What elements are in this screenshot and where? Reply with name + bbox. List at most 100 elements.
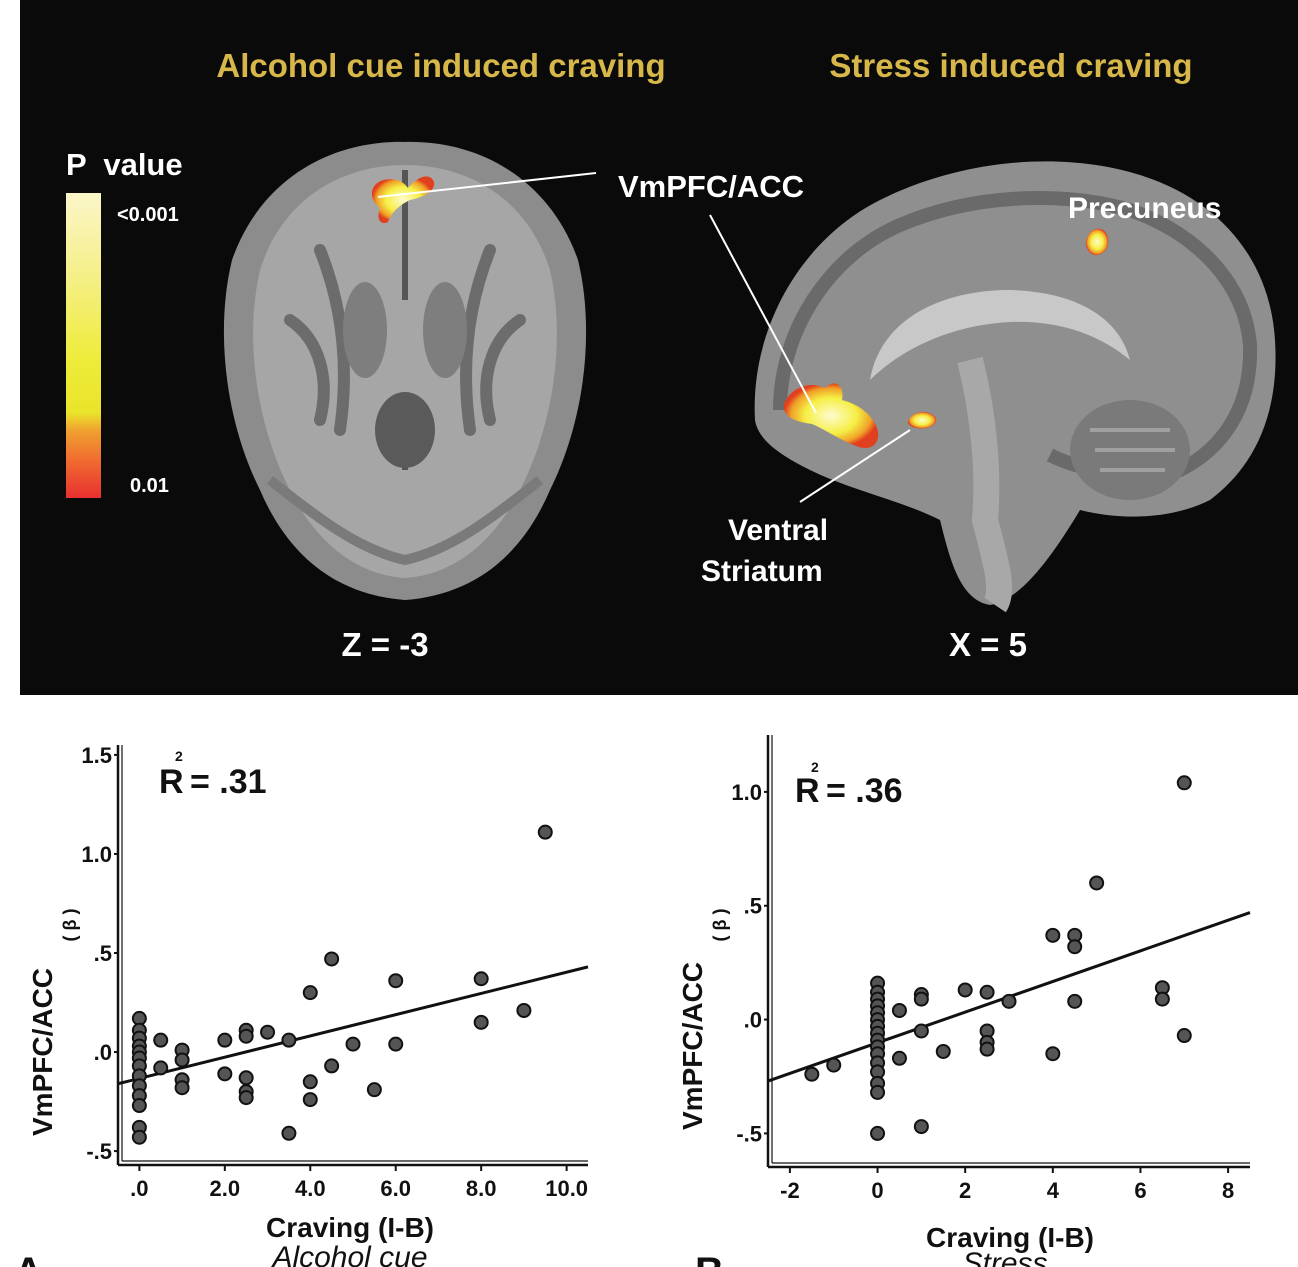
x-tick-label-a: 6.0 [380,1176,411,1201]
r-squared-sup-b: 2 [811,759,819,775]
data-point-b [979,984,995,1000]
panel-label-b: B [695,1250,724,1267]
data-point-a [238,1028,254,1044]
vmpfc-activation-axial [371,176,435,224]
y-tick-label-a: 1.5 [81,743,112,768]
scatter-plot-b: B Stress Craving (I-B) VmPFC/ACC ( β ) R… [677,735,1251,1267]
legend-top-label: <0.001 [117,204,179,226]
data-point-a [302,985,318,1001]
x-tick-label-b: 8 [1222,1178,1234,1203]
label-striatum: Striatum [701,555,823,588]
y-tick-label-a: .0 [94,1040,112,1065]
data-point-b [1176,1028,1192,1044]
leader-line-sagittal [709,214,817,414]
coordinate-x: X = 5 [949,626,1027,663]
y-tick-label-a: -.5 [86,1139,112,1164]
x-tick-label-a: 2.0 [210,1176,241,1201]
data-point-b [1067,939,1083,955]
data-point-a [174,1052,190,1068]
x-axis-label-a: Craving (I-B) [266,1212,434,1243]
r-squared-value-b: = .36 [826,772,903,810]
data-point-b [1176,775,1192,791]
data-point-a [174,1080,190,1096]
data-point-b [826,1057,842,1073]
brain-activation-panel: Alcohol cue induced craving Stress induc… [20,0,1298,695]
ventral-striatum-activation [908,412,937,429]
data-point-a [473,1014,489,1030]
data-point-a [281,1125,297,1141]
subtitle-a: Alcohol cue [270,1241,427,1267]
y-tick-label-a: .5 [94,941,112,966]
data-point-a [388,1036,404,1052]
data-point-b [913,1023,929,1039]
data-point-a [537,824,553,840]
x-tick-label-a: .0 [130,1176,148,1201]
y-axis-label-b: VmPFC/ACC [677,962,708,1130]
x-tick-label-a: 4.0 [295,1176,326,1201]
r-squared-value-a: = .31 [190,763,267,801]
data-point-b [1067,993,1083,1009]
data-point-a [131,1129,147,1145]
x-tick-label-b: 0 [871,1178,883,1203]
data-point-b [870,1084,886,1100]
data-point-b [913,991,929,1007]
y-tick-label-b: 1.0 [731,780,762,805]
p-value-colorbar [66,193,101,498]
axes-a: -.5 .0 .5 1.0 1.5 .0 2.0 4.0 6.0 8.0 10.0 [81,743,589,1201]
data-point-a [217,1066,233,1082]
x-tick-label-b: 6 [1134,1178,1146,1203]
axes-b: -.5 .0 .5 1.0 -2 0 2 4 6 8 [731,735,1251,1203]
legend-bottom-label: 0.01 [130,475,169,497]
label-precuneus: Precuneus [1068,192,1221,225]
data-point-a [281,1032,297,1048]
legend-title: P value [66,147,183,182]
data-point-b [1089,875,1105,891]
y-axis-sublabel-b: ( β ) [710,909,730,942]
data-point-a [153,1032,169,1048]
r-squared-sup-a: 2 [175,748,183,764]
vmpfc-activation-sagittal [783,383,879,448]
data-point-b [891,1002,907,1018]
data-point-a [217,1032,233,1048]
data-point-b [935,1043,951,1059]
title-stress: Stress induced craving [829,47,1192,84]
label-ventral: Ventral [728,514,828,547]
data-point-a [260,1024,276,1040]
x-tick-label-b: 2 [959,1178,971,1203]
data-point-a [473,971,489,987]
axial-brain-slice [223,141,587,601]
data-point-a [516,1002,532,1018]
data-point-b [1154,991,1170,1007]
sagittal-brain-slice [754,161,1276,613]
data-point-b [957,982,973,998]
scatter-plots: A Alcohol cue Craving (I-B) VmPFC/ACC ( … [14,735,1251,1267]
r-squared-label-b: R [795,772,820,810]
x-tick-label-b: 4 [1047,1178,1060,1203]
data-point-a [131,1098,147,1114]
x-tick-label-a: 8.0 [466,1176,497,1201]
data-point-a [238,1090,254,1106]
y-tick-label-b: .0 [744,1008,762,1033]
subtitle-b: Stress [962,1247,1047,1267]
data-point-b [804,1066,820,1082]
r-squared-label-a: R [159,763,184,801]
precuneus-activation [1085,228,1109,256]
data-point-b [1001,993,1017,1009]
x-tick-label-b: -2 [780,1178,800,1203]
data-point-a [302,1074,318,1090]
leader-line-axial [377,172,597,198]
y-axis-sublabel-a: ( β ) [60,909,80,942]
data-point-b [1045,927,1061,943]
data-point-b [870,1125,886,1141]
x-axis-label-b: Craving (I-B) [926,1222,1094,1253]
y-tick-label-b: -.5 [736,1121,762,1146]
data-point-a [366,1082,382,1098]
data-point-a [388,973,404,989]
data-point-b [979,1041,995,1057]
x-tick-label-a: 10.0 [545,1176,588,1201]
regression-line-a [117,965,589,1086]
data-point-a [324,1058,340,1074]
data-point-a [345,1036,361,1052]
y-tick-label-b: .5 [744,894,762,919]
y-axis-label-a: VmPFC/ACC [27,968,58,1136]
